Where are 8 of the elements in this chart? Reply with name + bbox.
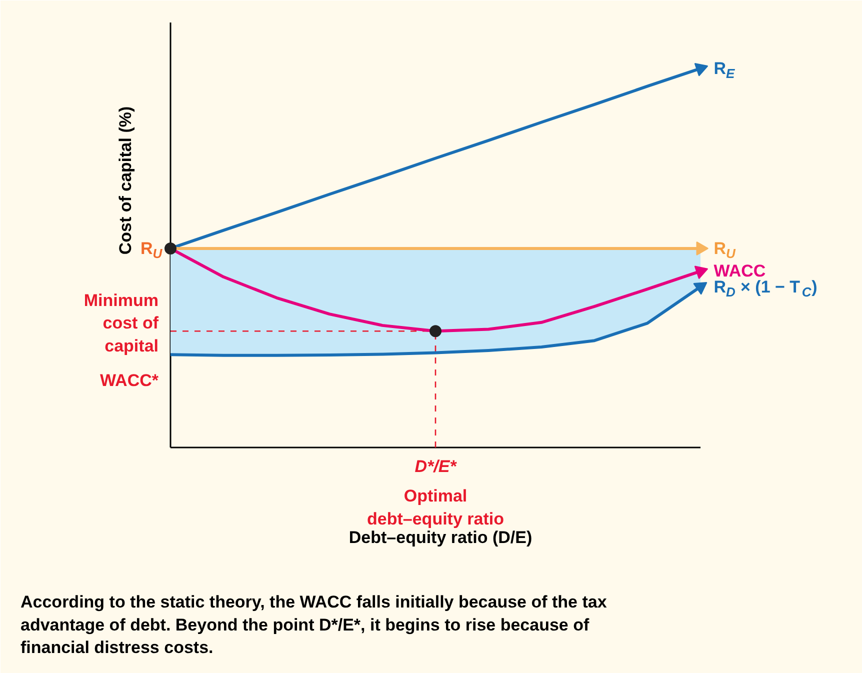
text: Optimal debt–equity ratio xyxy=(367,486,504,528)
series-label: WACC xyxy=(714,262,766,281)
text: According to the static theory, the WACC falls initially because of the tax advantage of debt. Beyond the point D*/E*, it begins to rise because of financial distress costs. xyxy=(20,592,608,658)
x-axis-title: Debt–equity ratio (D/E) xyxy=(348,528,532,547)
y-axis-title: Cost of capital (%) xyxy=(116,106,135,255)
text: D*/E* xyxy=(414,457,458,476)
text: WACC* xyxy=(100,371,159,390)
ref-line-label: Minimum cost of capital xyxy=(84,290,159,356)
